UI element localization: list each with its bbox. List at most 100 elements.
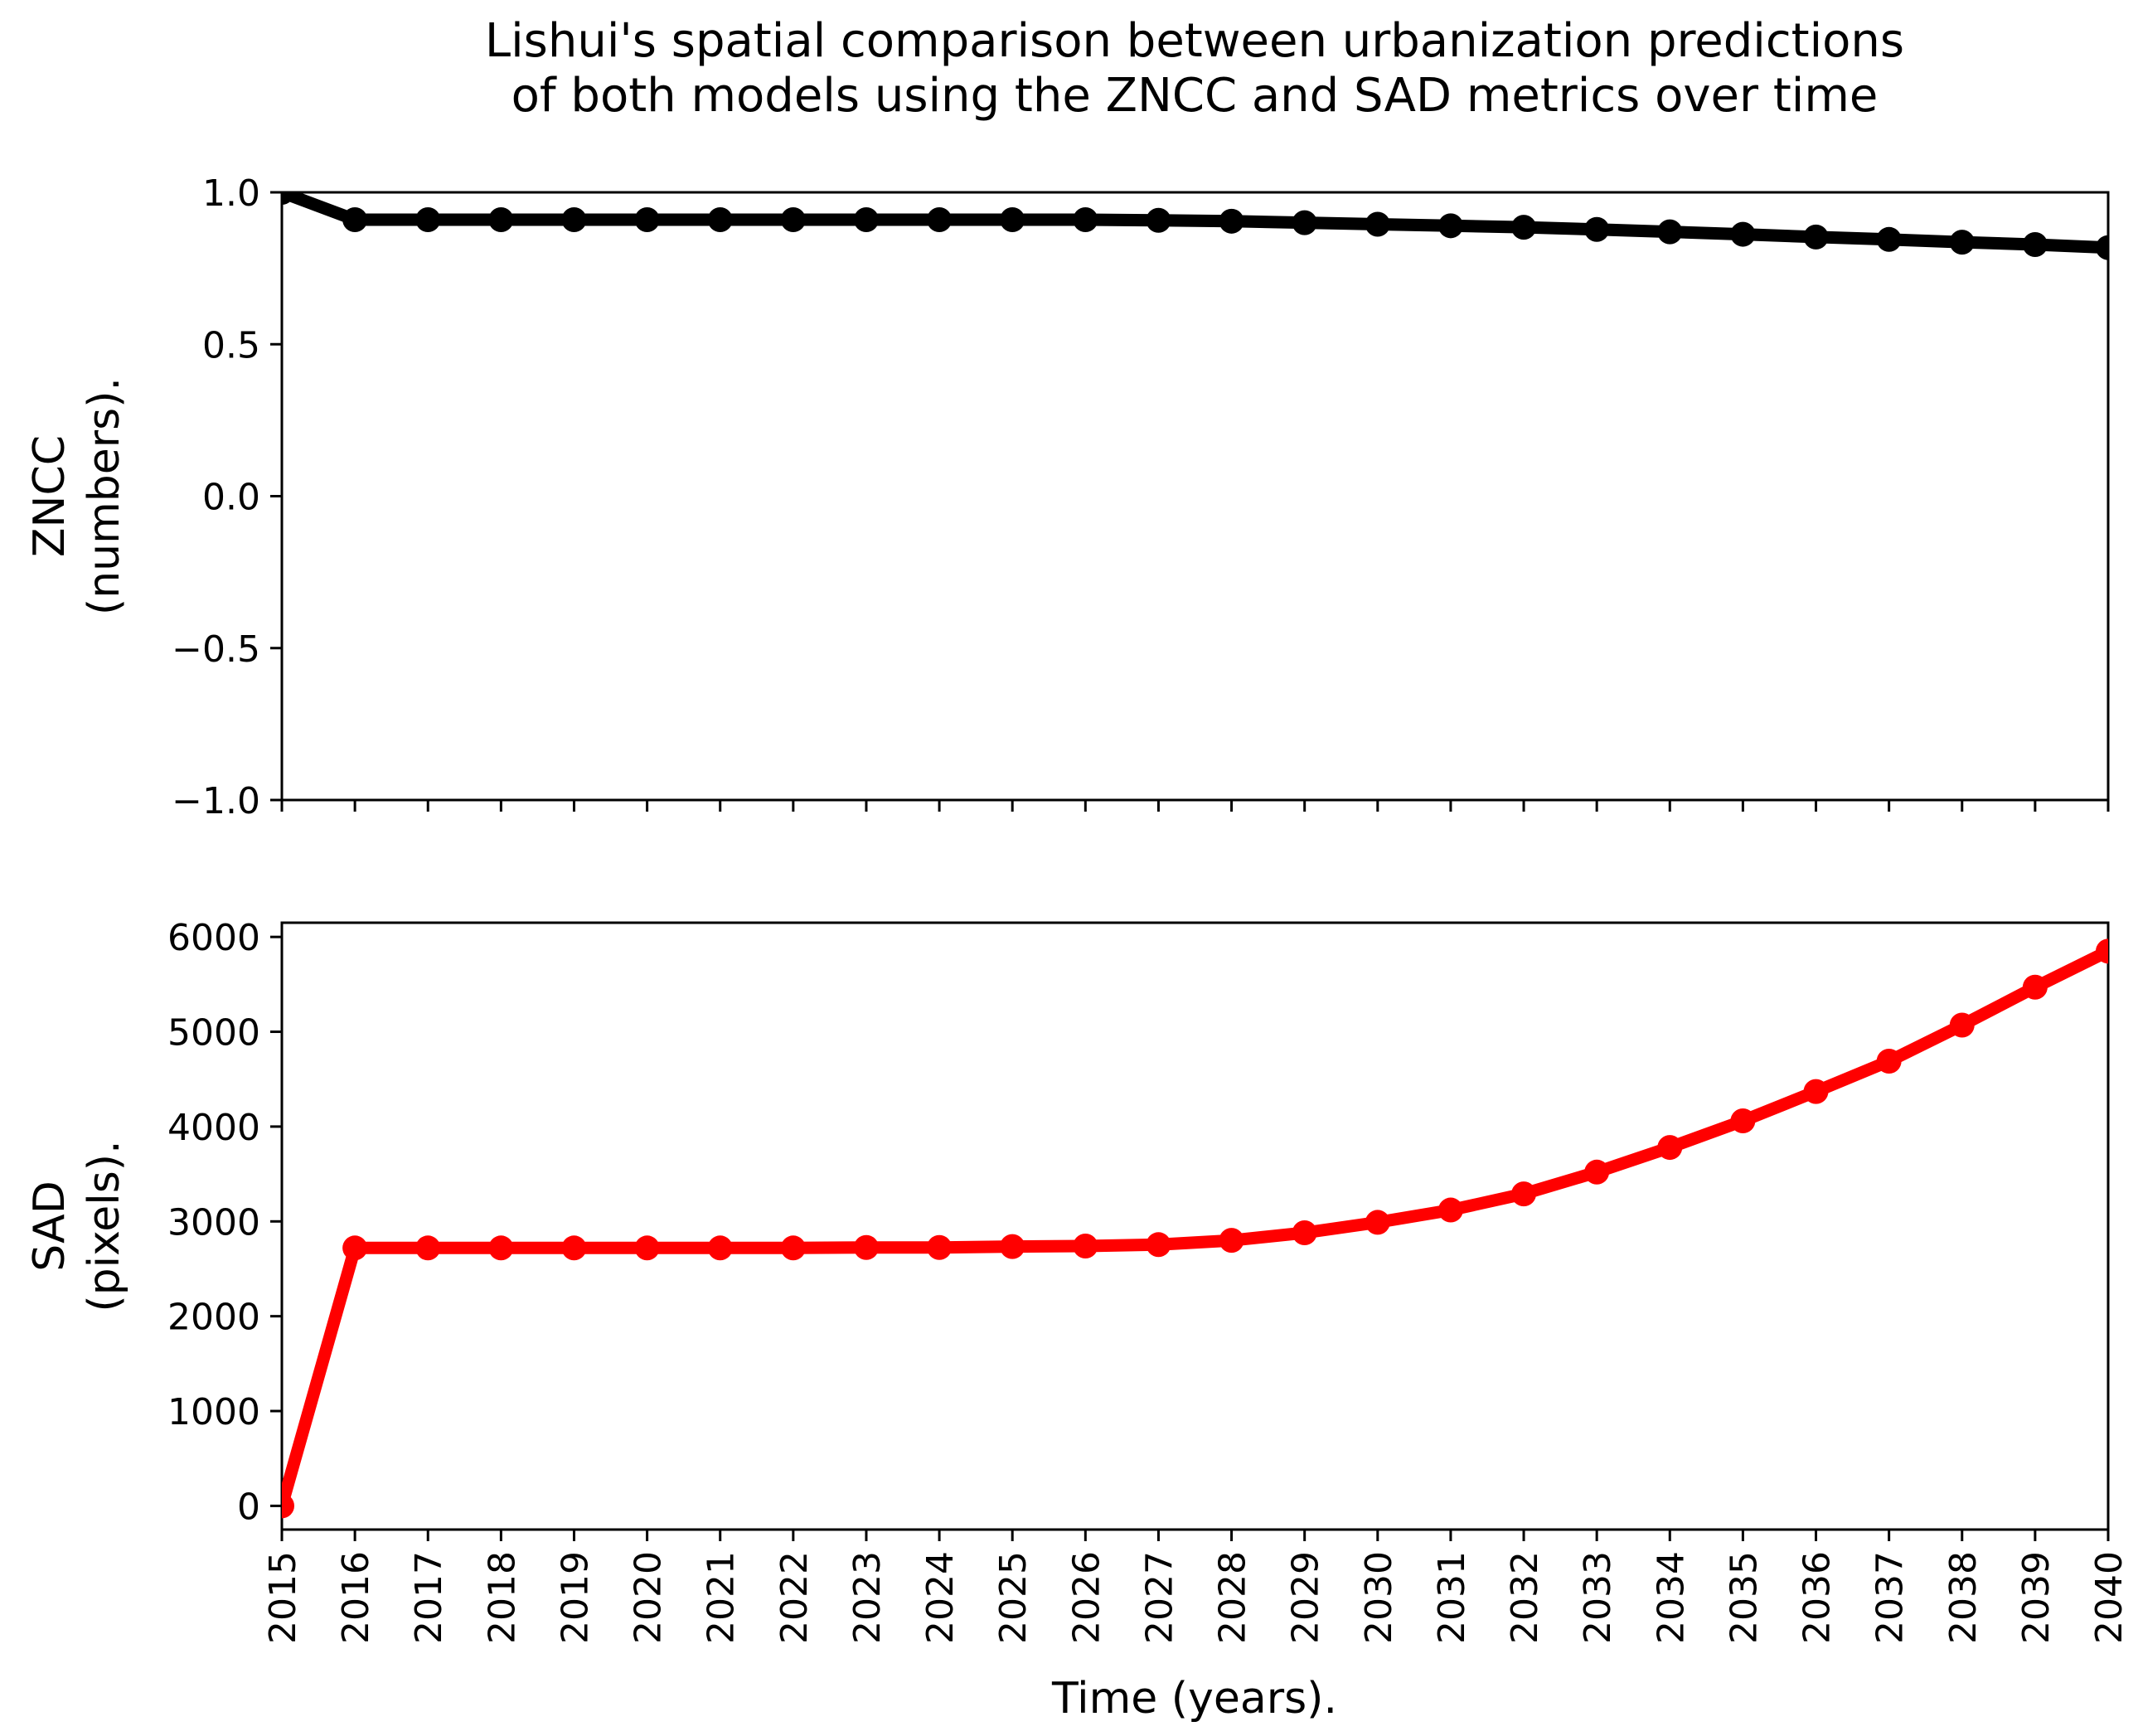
sad-data-point bbox=[415, 1235, 441, 1261]
y-tick-label: 1000 bbox=[167, 1391, 260, 1433]
y-tick-label: 0 bbox=[237, 1486, 260, 1528]
x-tick-label: 2027 bbox=[1138, 1551, 1181, 1644]
x-tick-label: 2019 bbox=[554, 1551, 596, 1644]
zncc-data-point bbox=[1803, 224, 1829, 250]
x-tick-label: 2037 bbox=[1869, 1551, 1912, 1644]
x-tick-label: 2038 bbox=[1942, 1551, 1985, 1644]
zncc-data-point bbox=[927, 206, 953, 232]
zncc-data-point bbox=[1437, 213, 1463, 239]
y-tick-label: 5000 bbox=[167, 1012, 260, 1055]
x-tick-label: 2026 bbox=[1065, 1551, 1108, 1644]
sad-data-point bbox=[1511, 1181, 1537, 1207]
sad-series-line bbox=[282, 945, 2108, 1508]
x-tick-label: 2025 bbox=[992, 1551, 1035, 1644]
x-tick-label: 2035 bbox=[1723, 1551, 1765, 1644]
sad-axes-frame bbox=[280, 921, 2110, 1531]
sad-data-point bbox=[342, 1235, 368, 1261]
zncc-data-point bbox=[1000, 206, 1025, 232]
sad-y-axis-label: (pixels). bbox=[80, 1140, 129, 1312]
x-tick-label: 2023 bbox=[846, 1551, 889, 1644]
zncc-y-axis-label: ZNCC bbox=[25, 435, 75, 557]
zncc-data-point bbox=[1073, 206, 1098, 232]
zncc-data-point bbox=[2096, 235, 2108, 260]
zncc-data-point bbox=[1584, 216, 1610, 242]
y-tick-label: 1.0 bbox=[202, 172, 260, 215]
sad-data-point bbox=[2096, 938, 2108, 964]
y-tick-label: −1.0 bbox=[172, 780, 260, 822]
sad-data-point bbox=[488, 1235, 514, 1261]
sad-data-point bbox=[1584, 1159, 1610, 1185]
zncc-y-axis-label: (numbers). bbox=[80, 377, 129, 615]
zncc-series-line bbox=[282, 192, 2108, 255]
zncc-data-point bbox=[342, 206, 368, 232]
sad-data-point bbox=[282, 1493, 294, 1519]
zncc-data-point bbox=[1365, 211, 1390, 237]
zncc-data-point bbox=[1511, 215, 1537, 240]
x-tick-label: 2040 bbox=[2088, 1551, 2131, 1644]
y-tick-label: 6000 bbox=[167, 917, 260, 959]
sad-subplot: 0 1000 2000 3000 4000 5000 6000 2015 2016 2017 201… bbox=[25, 917, 2131, 1644]
y-tick-label: 3000 bbox=[167, 1201, 260, 1244]
zncc-data-layer bbox=[282, 192, 2108, 260]
zncc-data-point bbox=[1730, 221, 1756, 247]
zncc-data-point bbox=[561, 206, 587, 232]
zncc-data-point bbox=[634, 206, 660, 232]
zncc-data-point bbox=[707, 206, 733, 232]
x-tick-label: 2028 bbox=[1212, 1551, 1254, 1644]
sad-data-point bbox=[1730, 1108, 1756, 1134]
sad-data-point bbox=[1292, 1220, 1317, 1246]
x-tick-label: 2030 bbox=[1358, 1551, 1400, 1644]
zncc-data-point bbox=[1657, 219, 1683, 245]
sad-data-point bbox=[1949, 1012, 1975, 1038]
x-tick-label: 2021 bbox=[701, 1551, 743, 1644]
sad-data-point bbox=[707, 1235, 733, 1261]
x-tick-label: 2032 bbox=[1504, 1551, 1546, 1644]
sad-data-point bbox=[634, 1235, 660, 1261]
zncc-data-point bbox=[1292, 210, 1317, 235]
zncc-data-point bbox=[853, 206, 879, 232]
zncc-data-point bbox=[415, 206, 441, 232]
x-tick-label: 2018 bbox=[481, 1551, 523, 1644]
y-tick-label: −0.5 bbox=[172, 628, 260, 671]
sad-data-point bbox=[2022, 974, 2048, 1000]
zncc-data-point bbox=[2022, 232, 2048, 258]
y-tick-label: 0.5 bbox=[202, 324, 260, 366]
zncc-data-point bbox=[1876, 226, 1902, 252]
chart-title: Lishui's spatial comparison between urba… bbox=[485, 14, 1904, 123]
sad-data-point bbox=[1437, 1197, 1463, 1223]
x-tick-label: 2036 bbox=[1796, 1551, 1839, 1644]
sad-data-point bbox=[1657, 1135, 1683, 1161]
y-tick-label: 0.0 bbox=[202, 477, 260, 519]
zncc-axes-frame bbox=[280, 191, 2110, 802]
zncc-data-point bbox=[1219, 208, 1244, 234]
x-tick-label: 2039 bbox=[2015, 1551, 2058, 1644]
sad-data-point bbox=[1876, 1048, 1902, 1074]
chart-title-line: Lishui's spatial comparison between urba… bbox=[485, 14, 1904, 68]
sad-data-point bbox=[1365, 1210, 1390, 1235]
x-axis-label-group: Time (years). bbox=[1051, 1674, 1337, 1724]
sad-data-layer bbox=[282, 938, 2108, 1519]
x-tick-label: 2024 bbox=[919, 1551, 962, 1644]
sad-data-point bbox=[780, 1235, 806, 1261]
x-tick-label: 2020 bbox=[628, 1551, 670, 1644]
zncc-data-point bbox=[488, 206, 514, 232]
chart-title-line: of both models using the ZNCC and SAD me… bbox=[511, 69, 1879, 123]
x-tick-label: 2033 bbox=[1577, 1551, 1619, 1644]
x-axis-label: Time (years). bbox=[1051, 1674, 1337, 1724]
x-tick-label: 2022 bbox=[773, 1551, 816, 1644]
zncc-data-point bbox=[282, 192, 294, 205]
sad-data-point bbox=[561, 1235, 587, 1261]
y-tick-label: 4000 bbox=[167, 1107, 260, 1149]
x-tick-label: 2034 bbox=[1650, 1551, 1692, 1644]
sad-data-point bbox=[1073, 1234, 1098, 1259]
zncc-data-point bbox=[1146, 207, 1171, 233]
y-tick-label: 2000 bbox=[167, 1297, 260, 1339]
x-tick-label: 2029 bbox=[1285, 1551, 1327, 1644]
sad-y-axis-label: SAD bbox=[25, 1181, 75, 1272]
sad-data-point bbox=[1000, 1234, 1025, 1259]
x-tick-label: 2016 bbox=[335, 1551, 377, 1644]
sad-data-point bbox=[1219, 1228, 1244, 1254]
x-tick-label: 2031 bbox=[1431, 1551, 1473, 1644]
x-tick-label: 2015 bbox=[262, 1551, 304, 1644]
